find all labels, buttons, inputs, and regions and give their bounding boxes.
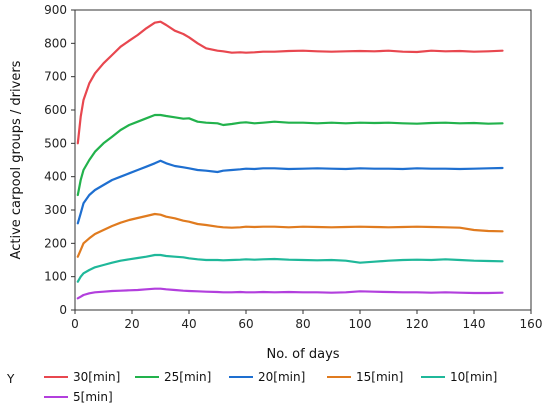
y-tick-label: 800 [44,36,67,50]
y-axis-ticks: 0 100 200 300 400 500 600 700 800 900 [44,3,75,317]
y-tick-label: 0 [59,303,67,317]
legend-label-5: 5[min] [73,390,113,404]
x-tick-label: 160 [520,317,543,331]
series-line-1 [76,113,504,197]
series-line-2 [76,159,504,225]
x-axis-ticks: 0 20 40 60 80 100 120 140 160 [71,310,542,331]
series-line-3 [76,212,504,258]
y-tick-label: 500 [44,136,67,150]
legend-label-2: 20[min] [258,370,305,384]
series-line-5 [76,287,504,300]
y-tick-label: 600 [44,103,67,117]
series-line-4 [76,253,504,283]
x-tick-label: 40 [181,317,196,331]
y-tick-label: 100 [44,270,67,284]
y-tick-label: 300 [44,203,67,217]
series-line-0 [76,20,504,145]
x-tick-label: 80 [295,317,310,331]
x-tick-label: 60 [238,317,253,331]
legend-label-1: 25[min] [164,370,211,384]
x-tick-label: 0 [71,317,79,331]
legend: Y 30[min] 25[min] 20[min] 15[min] 10[min] 5[m… [6,370,497,404]
x-tick-label: 140 [463,317,486,331]
series-lines [76,20,504,300]
x-tick-label: 120 [406,317,429,331]
x-axis-title: No. of days [266,347,339,362]
y-tick-label: 900 [44,3,67,17]
legend-label-0: 30[min] [73,370,120,384]
y-axis-title: Active carpool groups / drivers [9,60,24,259]
y-tick-label: 200 [44,236,67,250]
y-tick-label: 700 [44,70,67,84]
y-tick-label: 400 [44,170,67,184]
legend-label-4: 10[min] [450,370,497,384]
x-tick-label: 20 [124,317,139,331]
legend-title: Y [6,372,15,386]
legend-label-3: 15[min] [356,370,403,384]
plot-border [74,9,532,311]
x-tick-label: 100 [349,317,372,331]
plot-frame [74,9,532,311]
